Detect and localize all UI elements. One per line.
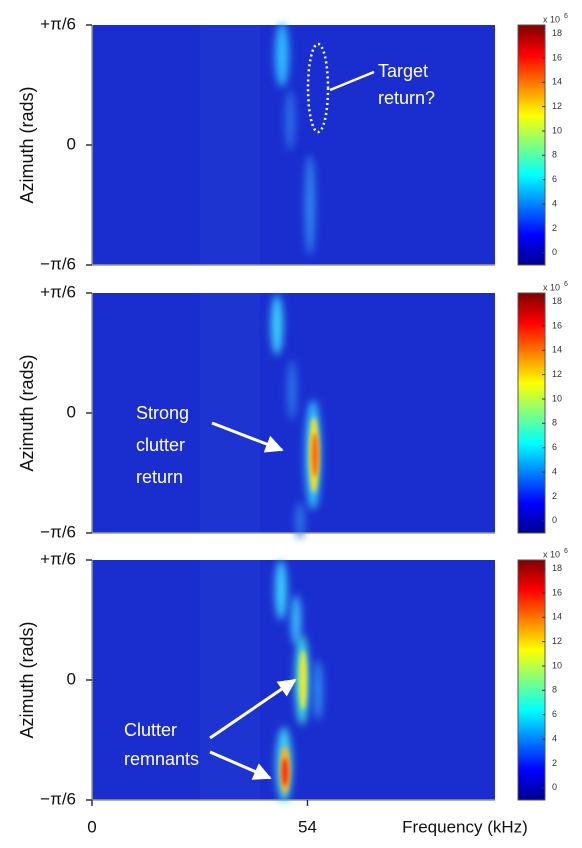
annotation: Clutter — [124, 720, 177, 740]
colorbar-tick-label: 16 — [552, 320, 562, 330]
colorbar-tick-label: 10 — [552, 125, 562, 135]
colorbar-exponent: 6 — [564, 281, 568, 288]
colorbar-label: x 10 — [543, 282, 560, 292]
y-tick-label: +π/6 — [40, 282, 76, 301]
y-tick-label: +π/6 — [40, 549, 76, 568]
colorbar-tick-label: 8 — [552, 150, 557, 160]
colorbar-tick-label: 2 — [552, 223, 557, 233]
colorbar-tick-label: 0 — [552, 782, 557, 792]
colorbar-tick-label: 10 — [552, 393, 562, 403]
colorbar-tick-label: 12 — [552, 636, 562, 646]
colorbar-tick-label: 2 — [552, 491, 557, 501]
y-axis-label: Azimuth (rads) — [17, 621, 37, 738]
colorbar-tick-label: 14 — [552, 77, 562, 87]
colorbar-tick-label: 16 — [552, 52, 562, 62]
colorbar-tick-label: 12 — [552, 101, 562, 111]
colorbar-tick-label: 8 — [552, 418, 557, 428]
annotation: return? — [378, 88, 435, 108]
annotation: return — [136, 467, 183, 487]
colorbar — [517, 292, 546, 534]
y-tick-label: +π/6 — [40, 14, 76, 33]
colorbar-tick-label: 12 — [552, 369, 562, 379]
colorbar-tick-label: 18 — [552, 296, 562, 306]
colorbar-label: x 10 — [543, 14, 560, 24]
x-tick-label: 0 — [87, 817, 96, 836]
colorbar-tick-label: 4 — [552, 198, 557, 208]
colorbar-tick-label: 18 — [552, 28, 562, 38]
colorbar-tick-label: 0 — [552, 515, 557, 525]
y-tick-label: −π/6 — [40, 789, 76, 808]
annotation: remnants — [124, 749, 199, 769]
colorbar-tick-label: 0 — [552, 247, 557, 257]
x-axis-label: Frequency (kHz) — [402, 817, 528, 836]
colorbar-tick-label: 4 — [552, 733, 557, 743]
annotation: Strong — [136, 403, 189, 423]
colorbar-tick-label: 2 — [552, 758, 557, 768]
colorbar-tick-label: 6 — [552, 709, 557, 719]
colorbar-tick-label: 8 — [552, 685, 557, 695]
colorbar-tick-label: 14 — [552, 345, 562, 355]
colorbar-tick-label: 6 — [552, 174, 557, 184]
x-tick-label: 54 — [298, 817, 317, 836]
colorbar-tick-label: 6 — [552, 442, 557, 452]
heatmap-3 — [92, 560, 495, 803]
y-axis-label: Azimuth (rads) — [17, 86, 37, 203]
y-tick-label: 0 — [67, 134, 76, 153]
colorbar-tick-label: 14 — [552, 612, 562, 622]
y-tick-label: 0 — [67, 402, 76, 421]
colorbar — [517, 559, 546, 801]
heatmap-1 — [92, 23, 495, 265]
y-tick-label: −π/6 — [40, 522, 76, 541]
y-tick-label: −π/6 — [40, 254, 76, 273]
annotation: Target — [378, 61, 428, 81]
y-axis-label: Azimuth (rads) — [17, 354, 37, 471]
colorbar — [517, 24, 546, 266]
colorbar-exponent: 6 — [564, 548, 568, 555]
colorbar-tick-label: 18 — [552, 563, 562, 573]
heatmap-2 — [92, 293, 495, 538]
y-tick-label: 0 — [67, 669, 76, 688]
annotation: clutter — [136, 435, 185, 455]
colorbar-exponent: 6 — [564, 13, 568, 20]
colorbar-tick-label: 10 — [552, 660, 562, 670]
colorbar-label: x 10 — [543, 549, 560, 559]
colorbar-tick-label: 16 — [552, 587, 562, 597]
colorbar-tick-label: 4 — [552, 466, 557, 476]
